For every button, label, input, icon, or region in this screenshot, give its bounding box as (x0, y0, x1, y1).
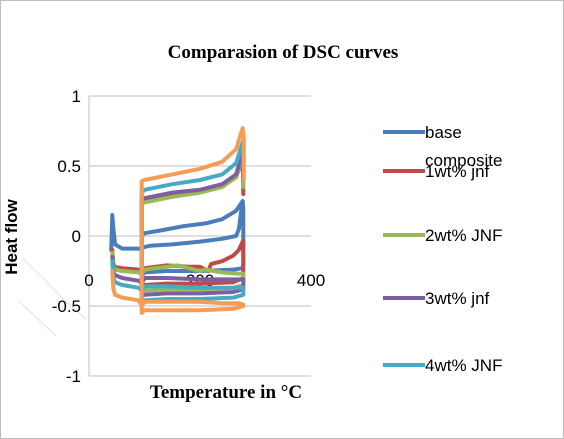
series-line-0 (109, 199, 246, 276)
y-tick-label: 0.5 (57, 157, 81, 176)
x-tick-label: 0 (84, 271, 93, 290)
series-layer (109, 126, 246, 315)
legend-label: 2wt% JNF (425, 226, 502, 245)
y-tick-label: -0.5 (52, 297, 81, 316)
y-axis-label: Heat flow (2, 198, 21, 274)
grid-lines (88, 95, 311, 377)
series-line-5 (110, 126, 246, 315)
legend-label: 4wt% JNF (425, 356, 502, 375)
x-tick-label: 400 (297, 271, 325, 290)
series-line-3 (110, 150, 246, 299)
y-axis-ticks: 1 0.5 0 -0.5 -1 (52, 87, 81, 386)
legend-label: composite (425, 151, 502, 170)
x-axis-label: Temperature in °C (150, 382, 302, 403)
legend-item: 2wt% JNF (383, 226, 502, 245)
legend-label: 1wt% jnf (425, 162, 490, 181)
series-line-4 (110, 140, 246, 304)
y-tick-label: 0 (72, 227, 81, 246)
legend-item: 1wt% jnf (383, 162, 490, 181)
y-tick-label: 1 (72, 87, 81, 106)
legend-item: 4wt% JNF (383, 356, 502, 375)
y-tick-label: -1 (66, 367, 81, 386)
legend-label: base (425, 123, 462, 142)
legend-item: base composite (383, 123, 502, 170)
legend-label: 3wt% jnf (425, 289, 490, 308)
chart-title: Comparasion of DSC curves (168, 42, 399, 63)
legend-item: 3wt% jnf (383, 289, 490, 308)
watermark-shape (18, 258, 87, 337)
